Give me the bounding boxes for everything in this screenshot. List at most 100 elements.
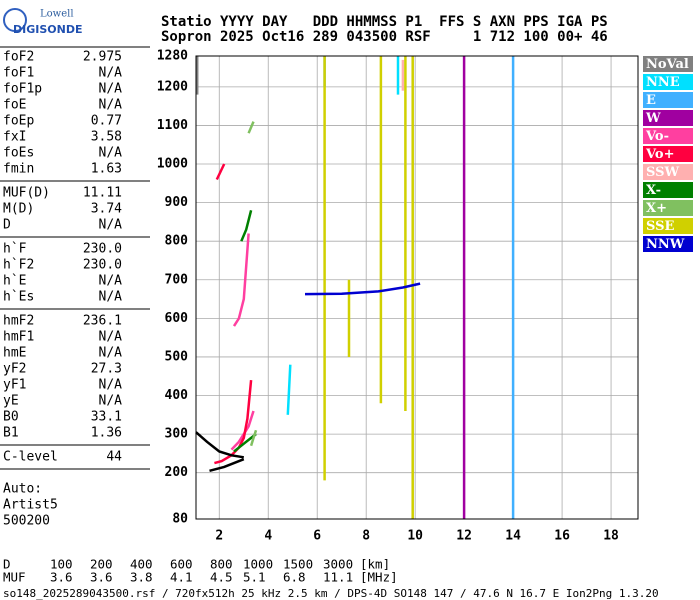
logo: Lowell DIGISONDE (3, 8, 82, 36)
auto-text: Artist5 (3, 498, 58, 513)
auto-text: 500200 (3, 514, 50, 529)
logo-icon (3, 8, 27, 32)
logo-text: Lowell (40, 9, 74, 20)
footer-cell: [MHz] (360, 570, 398, 585)
footer-cell: 1500 (283, 557, 313, 572)
y-tick-label: 500 (165, 349, 189, 364)
parameter-value: N/A (99, 378, 123, 393)
footer-cell: 3000 (323, 557, 353, 572)
parameter-name: hmE (3, 346, 26, 361)
x-tick-label: 14 (505, 529, 521, 544)
legend-label: Vo- (645, 129, 669, 144)
parameter-value: N/A (99, 394, 123, 409)
parameter-value: N/A (99, 330, 123, 345)
parameter-value: N/A (99, 98, 123, 113)
legend-swatch (643, 236, 693, 252)
parameter-name: M(D) (3, 202, 34, 217)
footer-cell: 4.1 (170, 570, 193, 585)
parameter-value: 33.1 (91, 410, 122, 425)
parameter-value: N/A (99, 274, 123, 289)
parameter-value: 1.36 (91, 426, 122, 441)
parameter-name: h`F2 (3, 258, 34, 273)
parameter-value: 11.11 (83, 186, 122, 201)
footer-cell: 11.1 (323, 570, 353, 585)
logo-text: DIGISONDE (13, 23, 82, 36)
parameter-name: C-level (3, 450, 58, 465)
trace (323, 56, 414, 519)
x-tick-label: 8 (362, 529, 370, 544)
parameter-value: 230.0 (83, 258, 122, 273)
legend-swatch (643, 218, 693, 234)
legend-swatch (643, 182, 693, 198)
y-tick-label: 1280 (157, 49, 188, 64)
footer-cell: 200 (90, 557, 113, 572)
footer-cell: 100 (50, 557, 73, 572)
parameter-value: N/A (99, 66, 123, 81)
plot-frame (195, 55, 639, 520)
legend-label: Vo+ (645, 147, 674, 162)
footer-cell: 1000 (243, 557, 273, 572)
footer-cell: 5.1 (243, 570, 266, 585)
footer-cell: 3.8 (130, 570, 153, 585)
legend-swatch (643, 74, 693, 90)
parameter-name: D (3, 218, 11, 233)
parameter-name: B1 (3, 426, 19, 441)
legend-label: W (645, 111, 661, 126)
parameter-name: hmF1 (3, 330, 34, 345)
x-tick-label: 4 (264, 529, 272, 544)
legend-swatch (643, 92, 693, 108)
parameter-value: 230.0 (83, 242, 122, 257)
y-tick-label: 1100 (157, 118, 188, 133)
footer-cell: 3.6 (50, 570, 73, 585)
parameter-name: MUF(D) (3, 186, 50, 201)
parameter-name: yF2 (3, 362, 26, 377)
y-tick-label: 1000 (157, 157, 188, 172)
parameter-value: 44 (106, 450, 122, 465)
legend-label: X- (646, 183, 661, 198)
x-tick-label: 2 (215, 529, 223, 544)
parameter-value: N/A (99, 82, 123, 97)
footer-cell: 400 (130, 557, 153, 572)
footer-cell: 4.5 (210, 570, 233, 585)
y-tick-label: 300 (165, 427, 189, 442)
footer-cell: 600 (170, 557, 193, 572)
legend-swatch (643, 110, 693, 126)
parameter-name: h`Es (3, 290, 34, 305)
footer-cell: 6.8 (283, 570, 306, 585)
legend-label: SSW (646, 165, 679, 180)
footer-cell: D (3, 557, 11, 572)
parameter-name: h`E (3, 274, 26, 289)
x-tick-label: 10 (407, 529, 423, 544)
legend-label: NNW (646, 237, 685, 252)
parameter-value: 2.975 (83, 50, 122, 65)
legend-label: X+ (646, 201, 667, 216)
parameter-value: N/A (99, 290, 123, 305)
y-tick-label: 200 (165, 465, 189, 480)
parameter-name: fxI (3, 130, 26, 145)
y-tick-label: 800 (165, 234, 189, 249)
y-tick-label: 1200 (157, 79, 188, 94)
header-line: Sopron 2025 Oct16 289 043500 RSF 1 712 1… (161, 29, 608, 45)
y-tick-label: 700 (165, 272, 189, 287)
footer-cell: MUF (3, 570, 26, 585)
footer-cell: 800 (210, 557, 233, 572)
legend-label: NoVal (646, 57, 689, 72)
parameter-name: fmin (3, 162, 34, 177)
header-line: Statio YYYY DAY DDD HHMMSS P1 FFS S AXN … (161, 14, 608, 30)
parameter-value: 3.74 (91, 202, 122, 217)
trace (286, 56, 400, 415)
parameter-value: N/A (99, 218, 123, 233)
trace (230, 233, 255, 451)
parameter-name: foF1 (3, 66, 34, 81)
x-tick-label: 18 (603, 529, 619, 544)
legend-label: E (646, 93, 656, 108)
y-tick-label: 80 (172, 512, 188, 527)
y-tick-label: 600 (165, 311, 189, 326)
legend-label: NNE (646, 75, 680, 90)
parameter-value: 236.1 (83, 314, 122, 329)
parameter-value: 0.77 (91, 114, 122, 129)
parameter-name: foE (3, 98, 26, 113)
parameter-name: yE (3, 394, 19, 409)
auto-text: Auto: (3, 482, 42, 497)
